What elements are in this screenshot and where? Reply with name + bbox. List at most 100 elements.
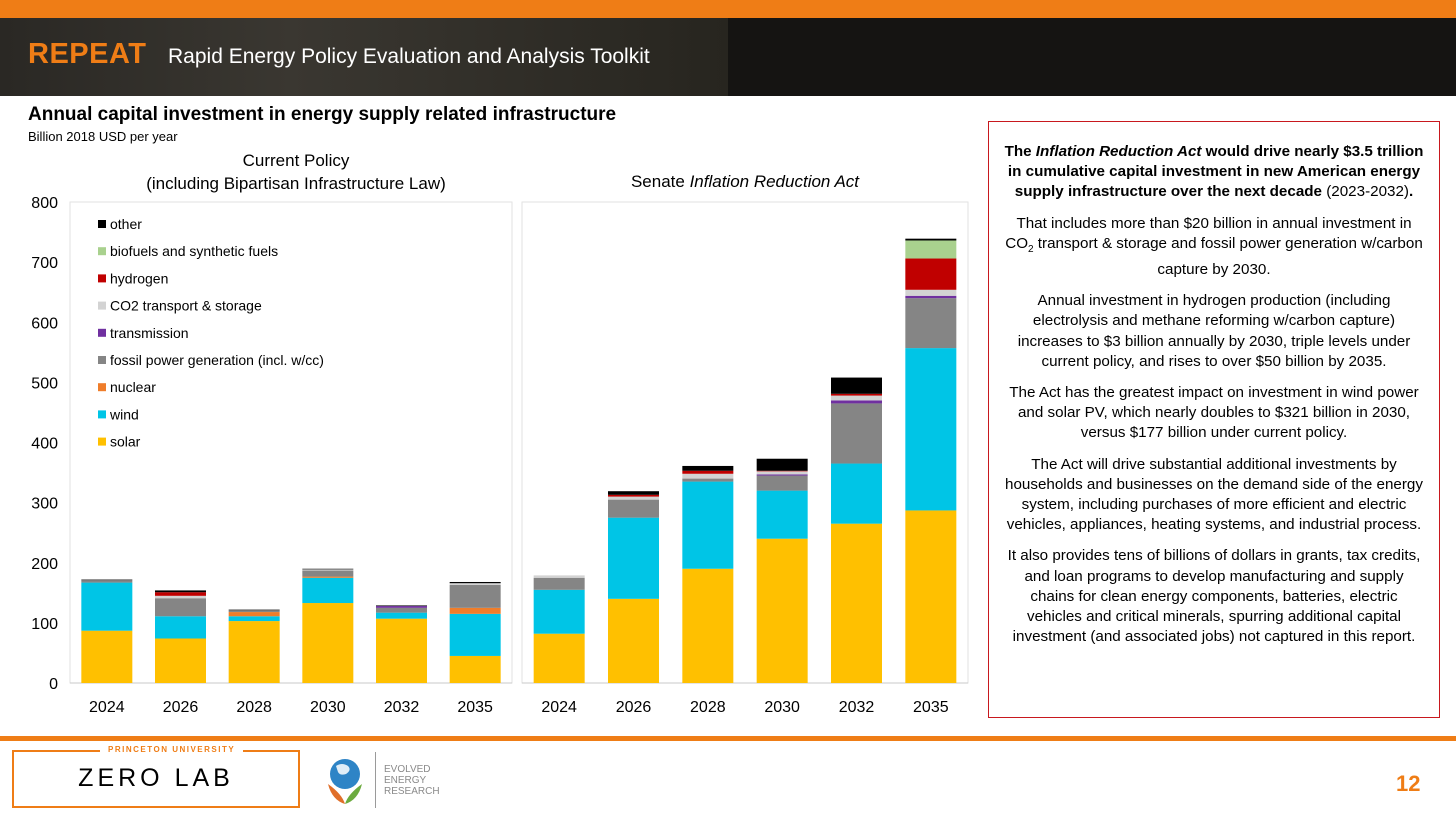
- bar-segment: [228, 609, 280, 611]
- zero-lab-name: ZERO LAB: [78, 764, 234, 792]
- y-tick-label: 400: [31, 436, 58, 453]
- bar-segment: [533, 633, 585, 683]
- bar-segment: [905, 289, 957, 296]
- bar-segment: [302, 568, 354, 570]
- evolved-energy-research-label: EVOLVED ENERGY RESEARCH: [384, 764, 440, 797]
- y-tick-label: 500: [31, 375, 58, 392]
- bar-segment: [155, 638, 206, 683]
- bar-segment: [81, 579, 133, 581]
- p2-text-a: That includes more than $20 billion in a…: [1005, 214, 1412, 252]
- bar-segment: [831, 523, 882, 683]
- x-tick-label: 2030: [310, 699, 346, 716]
- bar-segment: [682, 465, 734, 471]
- legend-label: hydrogen: [110, 270, 168, 286]
- y-tick-label: 100: [31, 616, 58, 633]
- legend-label: other: [110, 216, 142, 232]
- footer-accent-bar: [0, 736, 1456, 741]
- legend-swatch: [98, 356, 106, 364]
- panel-frame: [521, 201, 969, 684]
- panel-title-current-policy-line1: Current Policy: [243, 151, 350, 170]
- bar-segment: [905, 238, 957, 241]
- p1-ira-italic: Inflation Reduction Act: [1035, 143, 1202, 160]
- bar-segment: [831, 393, 882, 396]
- bar-segment: [228, 610, 280, 613]
- brand-logo-text: REPEAT: [28, 38, 147, 70]
- bar-segment: [608, 491, 659, 495]
- panel-paragraph-5: The Act will drive substantial additiona…: [1005, 455, 1423, 534]
- legend-label: fossil power generation (incl. w/cc): [110, 352, 324, 368]
- p1-text-b: would drive nearly $3.5 trillion in cumu…: [1007, 143, 1424, 201]
- bar-segment: [831, 400, 882, 404]
- bar-segment: [756, 474, 808, 476]
- bar-segment: [449, 655, 501, 683]
- y-tick-label: 600: [31, 315, 58, 332]
- bar-segment: [155, 598, 206, 617]
- legend-swatch: [98, 301, 106, 310]
- globe-leaf-icon: [328, 759, 362, 804]
- chart-subtitle: Billion 2018 USD per year: [28, 129, 178, 144]
- bar-segment: [533, 577, 585, 590]
- p1-text-a: The: [1004, 143, 1036, 160]
- bar-segment: [831, 463, 882, 524]
- y-tick-label: 800: [31, 195, 58, 212]
- x-tick-label: 2026: [163, 699, 199, 716]
- eer-line-3: RESEARCH: [384, 786, 440, 797]
- bar-segment: [302, 570, 354, 577]
- bar-segment: [155, 595, 206, 599]
- header-background-image: [0, 18, 728, 96]
- legend-swatch: [98, 383, 106, 392]
- legend-swatch: [98, 437, 106, 446]
- bar-segment: [608, 598, 659, 683]
- bars: [81, 238, 957, 683]
- x-tick-label: 2028: [236, 699, 272, 716]
- panel-paragraph-3: Annual investment in hydrogen production…: [1017, 292, 1411, 370]
- bar-segment: [155, 590, 206, 593]
- panel-title-current-policy-line2: (including Bipartisan Infrastructure Law…: [146, 174, 446, 193]
- bar-segment: [449, 613, 501, 656]
- bar-segment: [831, 377, 882, 394]
- bar-segment: [756, 538, 808, 683]
- panel-titles: Current Policy (including Bipartisan Infr…: [146, 151, 860, 193]
- legend-swatch: [98, 220, 106, 228]
- x-tick-label: 2032: [384, 699, 420, 716]
- bar-segment: [756, 475, 808, 491]
- bar-segment: [155, 592, 206, 596]
- legend-swatch: [98, 274, 106, 283]
- bar-segment: [756, 490, 808, 539]
- eer-line-1: EVOLVED: [384, 764, 431, 775]
- bar-segment: [302, 603, 354, 683]
- bar-segment: [682, 568, 734, 683]
- legend-label: CO2 transport & storage: [110, 298, 262, 314]
- x-tick-label: 2026: [616, 699, 652, 716]
- legend-label: solar: [110, 434, 141, 450]
- bar-segment: [376, 618, 427, 683]
- panel-paragraph-1: The Inflation Reduction Act would drive …: [1001, 142, 1427, 203]
- bar-segment: [376, 607, 427, 613]
- bar-segment: [376, 605, 427, 607]
- bar-segment: [449, 584, 501, 608]
- bar-segment: [756, 470, 808, 472]
- bar-segment: [831, 395, 882, 401]
- x-tick-label: 2024: [89, 699, 125, 716]
- eer-line-2: ENERGY: [384, 775, 427, 786]
- bar-segment: [905, 258, 957, 290]
- bar-segment: [831, 403, 882, 464]
- bar-segment: [81, 580, 133, 583]
- bar-segment: [756, 471, 808, 475]
- bar-segment: [608, 499, 659, 518]
- bar-chart: 0 100 200 300 400 500 600 700 800 Current Policy…: [31, 151, 969, 716]
- chart-title: Annual capital investment in energy supp…: [28, 104, 617, 125]
- panel-paragraph-2: That includes more than $20 billion in a…: [1001, 214, 1427, 281]
- x-tick-label: 2032: [839, 699, 875, 716]
- legend-label: transmission: [110, 325, 189, 341]
- bar-segment: [905, 298, 957, 349]
- bar-segment: [81, 582, 133, 631]
- y-tick-label: 0: [49, 676, 58, 693]
- y-tick-label: 200: [31, 556, 58, 573]
- bar-segment: [449, 581, 501, 584]
- bar-segment: [81, 630, 133, 683]
- page-number: 12: [1396, 771, 1421, 796]
- legend-label: nuclear: [110, 379, 156, 395]
- p1-years: (2023-2032): [1322, 183, 1409, 201]
- bar-segment: [682, 481, 734, 569]
